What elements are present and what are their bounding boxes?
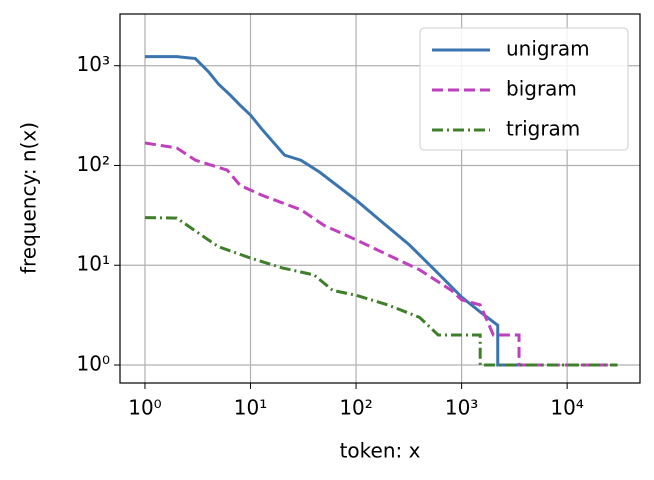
x-axis-label: token: x (340, 439, 421, 463)
legend-label: unigram (506, 37, 590, 61)
y-tick-label: 10² (77, 152, 110, 176)
x-tick-label: 10² (339, 396, 372, 420)
series-line (144, 216, 618, 367)
y-axis-label: frequency: n(x) (17, 122, 41, 274)
legend-label: trigram (506, 117, 580, 141)
x-tick-label: 10⁴ (550, 396, 583, 420)
y-tick-label: 10⁰ (77, 351, 110, 375)
legend-label: bigram (506, 77, 577, 101)
series-line (144, 141, 618, 367)
series-line (144, 55, 531, 367)
x-tick-label: 10¹ (234, 396, 267, 420)
plot-frame (119, 13, 641, 384)
x-tick-label: 10³ (445, 396, 478, 420)
legend-box (419, 27, 629, 151)
y-tick-label: 10¹ (77, 252, 110, 276)
y-tick-label: 10³ (77, 52, 110, 76)
x-tick-label: 10⁰ (128, 396, 161, 420)
